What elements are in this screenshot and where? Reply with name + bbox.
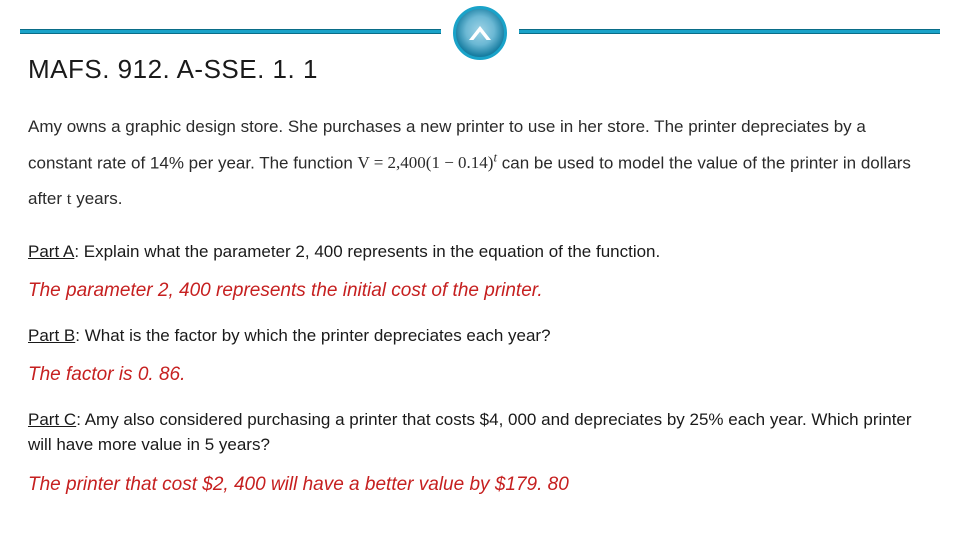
slide-content: MAFS. 912. A-SSE. 1. 1 Amy owns a graphi… (28, 54, 932, 517)
logo-book-icon (469, 26, 491, 40)
part-b-label: Part B (28, 326, 75, 345)
standard-code: MAFS. 912. A-SSE. 1. 1 (28, 54, 932, 85)
part-c-label: Part C (28, 410, 76, 429)
part-a-prompt: : Explain what the parameter 2, 400 repr… (74, 242, 660, 261)
part-b: Part B: What is the factor by which the … (28, 323, 932, 349)
problem-equation: V = 2,400(1 − 0.14)t (358, 153, 498, 172)
school-logo-icon (453, 6, 507, 60)
part-a: Part A: Explain what the parameter 2, 40… (28, 239, 932, 265)
problem-statement: Amy owns a graphic design store. She pur… (28, 109, 932, 217)
part-b-prompt: : What is the factor by which the printe… (75, 326, 550, 345)
rule-left (20, 29, 441, 34)
equation-base: V = 2,400(1 − 0.14) (358, 153, 494, 172)
part-c-prompt: : Amy also considered purchasing a print… (28, 410, 912, 455)
part-b-answer: The factor is 0. 86. (28, 362, 932, 389)
part-a-answer: The parameter 2, 400 represents the init… (28, 278, 932, 305)
rule-right (519, 29, 940, 34)
problem-intro-end: years. (71, 189, 122, 208)
part-c: Part C: Amy also considered purchasing a… (28, 407, 932, 458)
part-a-label: Part A (28, 242, 74, 261)
part-c-answer: The printer that cost $2, 400 will have … (28, 472, 932, 499)
